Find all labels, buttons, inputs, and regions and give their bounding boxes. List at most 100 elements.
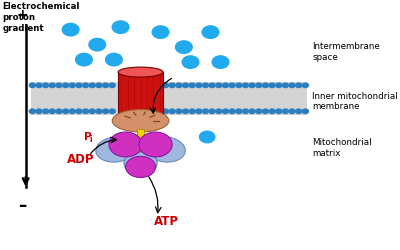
Circle shape bbox=[209, 84, 215, 88]
Circle shape bbox=[256, 84, 262, 88]
Circle shape bbox=[229, 110, 235, 114]
Circle shape bbox=[282, 84, 288, 88]
Circle shape bbox=[262, 110, 268, 114]
Ellipse shape bbox=[118, 68, 163, 78]
Circle shape bbox=[216, 84, 222, 88]
Circle shape bbox=[176, 110, 182, 114]
Circle shape bbox=[69, 110, 75, 114]
Circle shape bbox=[169, 84, 175, 88]
Circle shape bbox=[29, 84, 35, 88]
Circle shape bbox=[43, 110, 49, 114]
Circle shape bbox=[76, 110, 82, 114]
Circle shape bbox=[269, 110, 275, 114]
Text: ADP: ADP bbox=[67, 152, 95, 165]
Circle shape bbox=[36, 110, 42, 114]
Ellipse shape bbox=[96, 137, 135, 162]
Circle shape bbox=[102, 84, 108, 88]
Circle shape bbox=[276, 110, 282, 114]
Circle shape bbox=[109, 110, 115, 114]
Circle shape bbox=[189, 84, 195, 88]
Circle shape bbox=[89, 39, 106, 52]
Circle shape bbox=[189, 110, 195, 114]
Circle shape bbox=[222, 84, 228, 88]
Circle shape bbox=[209, 110, 215, 114]
Circle shape bbox=[56, 84, 62, 88]
Bar bbox=[137, 130, 144, 151]
Circle shape bbox=[202, 27, 219, 39]
Circle shape bbox=[106, 54, 122, 66]
Circle shape bbox=[89, 110, 95, 114]
Circle shape bbox=[242, 84, 248, 88]
Circle shape bbox=[62, 24, 79, 37]
Circle shape bbox=[302, 110, 308, 114]
Circle shape bbox=[49, 84, 55, 88]
Circle shape bbox=[63, 84, 69, 88]
Circle shape bbox=[169, 110, 175, 114]
Circle shape bbox=[200, 132, 215, 143]
Circle shape bbox=[36, 84, 42, 88]
Circle shape bbox=[182, 84, 188, 88]
Circle shape bbox=[249, 110, 255, 114]
Ellipse shape bbox=[124, 152, 157, 175]
Circle shape bbox=[182, 110, 188, 114]
Circle shape bbox=[63, 110, 69, 114]
Circle shape bbox=[56, 110, 62, 114]
Circle shape bbox=[109, 84, 115, 88]
Ellipse shape bbox=[139, 132, 172, 157]
Text: –: – bbox=[18, 196, 26, 214]
Circle shape bbox=[96, 110, 102, 114]
Circle shape bbox=[196, 110, 202, 114]
Text: Mitochondrial
matrix: Mitochondrial matrix bbox=[312, 138, 372, 157]
Circle shape bbox=[76, 84, 82, 88]
Ellipse shape bbox=[118, 114, 163, 121]
Circle shape bbox=[249, 84, 255, 88]
Circle shape bbox=[202, 84, 208, 88]
Text: Electrochemical
proton
gradient: Electrochemical proton gradient bbox=[2, 2, 80, 33]
Ellipse shape bbox=[112, 110, 169, 132]
Circle shape bbox=[196, 84, 202, 88]
Circle shape bbox=[276, 84, 282, 88]
Circle shape bbox=[289, 84, 295, 88]
Circle shape bbox=[176, 42, 192, 54]
Circle shape bbox=[289, 110, 295, 114]
Circle shape bbox=[302, 84, 308, 88]
Circle shape bbox=[83, 110, 89, 114]
Circle shape bbox=[242, 110, 248, 114]
Ellipse shape bbox=[146, 137, 185, 162]
Text: Intermembrane
space: Intermembrane space bbox=[312, 42, 380, 61]
Text: i: i bbox=[90, 135, 92, 144]
Text: P: P bbox=[84, 131, 92, 141]
Ellipse shape bbox=[126, 157, 156, 178]
Circle shape bbox=[76, 54, 92, 66]
Text: Inner mitochondrial
membrane: Inner mitochondrial membrane bbox=[312, 92, 398, 111]
Circle shape bbox=[182, 57, 199, 69]
Circle shape bbox=[29, 110, 35, 114]
Circle shape bbox=[112, 22, 129, 34]
Circle shape bbox=[256, 110, 262, 114]
Circle shape bbox=[269, 84, 275, 88]
Circle shape bbox=[222, 110, 228, 114]
Circle shape bbox=[152, 27, 169, 39]
Circle shape bbox=[262, 84, 268, 88]
Circle shape bbox=[236, 84, 242, 88]
Circle shape bbox=[162, 110, 168, 114]
Bar bbox=[118, 73, 163, 118]
Circle shape bbox=[229, 84, 235, 88]
Circle shape bbox=[202, 110, 208, 114]
Text: ATP: ATP bbox=[154, 214, 179, 227]
Circle shape bbox=[176, 84, 182, 88]
Circle shape bbox=[96, 84, 102, 88]
Circle shape bbox=[212, 57, 229, 69]
Circle shape bbox=[102, 110, 108, 114]
Circle shape bbox=[282, 110, 288, 114]
Circle shape bbox=[43, 84, 49, 88]
Circle shape bbox=[296, 110, 302, 114]
Circle shape bbox=[89, 84, 95, 88]
Circle shape bbox=[216, 110, 222, 114]
Text: +: + bbox=[16, 8, 28, 22]
Circle shape bbox=[296, 84, 302, 88]
Bar bbox=[31, 83, 307, 115]
Circle shape bbox=[49, 110, 55, 114]
Circle shape bbox=[162, 84, 168, 88]
Circle shape bbox=[83, 84, 89, 88]
